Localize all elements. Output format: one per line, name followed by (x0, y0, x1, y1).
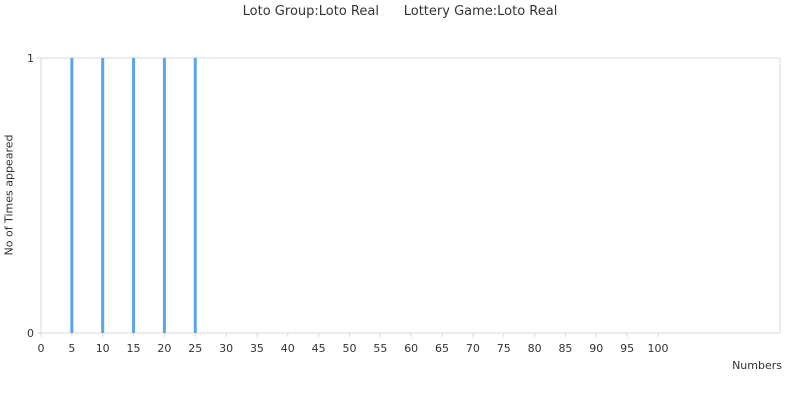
y-tick-label: 1 (27, 52, 34, 65)
x-tick-label: 55 (373, 342, 387, 355)
x-tick-label: 30 (219, 342, 233, 355)
x-tick-label: 40 (281, 342, 295, 355)
x-axis-label: Numbers (732, 359, 782, 372)
bar (70, 58, 74, 333)
x-tick-label: 0 (38, 342, 45, 355)
x-tick-label: 90 (589, 342, 603, 355)
x-tick-label: 5 (68, 342, 75, 355)
y-tick-label: 0 (27, 327, 34, 340)
bar (193, 58, 197, 333)
bar (101, 58, 105, 333)
x-tick-label: 25 (188, 342, 202, 355)
x-tick-label: 95 (620, 342, 634, 355)
x-tick-label: 70 (466, 342, 480, 355)
x-tick-label: 20 (157, 342, 171, 355)
bar (162, 58, 166, 333)
x-tick-label: 85 (558, 342, 572, 355)
x-tick-label: 45 (312, 342, 326, 355)
chart-title: Loto Group:Loto Real Lottery Game:Loto R… (242, 4, 558, 19)
x-tick-label: 35 (250, 342, 264, 355)
x-tick-label: 75 (497, 342, 511, 355)
x-tick-label: 80 (528, 342, 542, 355)
x-tick-label: 100 (648, 342, 669, 355)
x-tick-label: 10 (96, 342, 110, 355)
bar (132, 58, 136, 333)
plot-area-border (40, 57, 781, 334)
x-tick-label: 65 (435, 342, 449, 355)
x-tick-label: 60 (404, 342, 418, 355)
x-tick-label: 50 (343, 342, 357, 355)
x-tick-label: 15 (127, 342, 141, 355)
